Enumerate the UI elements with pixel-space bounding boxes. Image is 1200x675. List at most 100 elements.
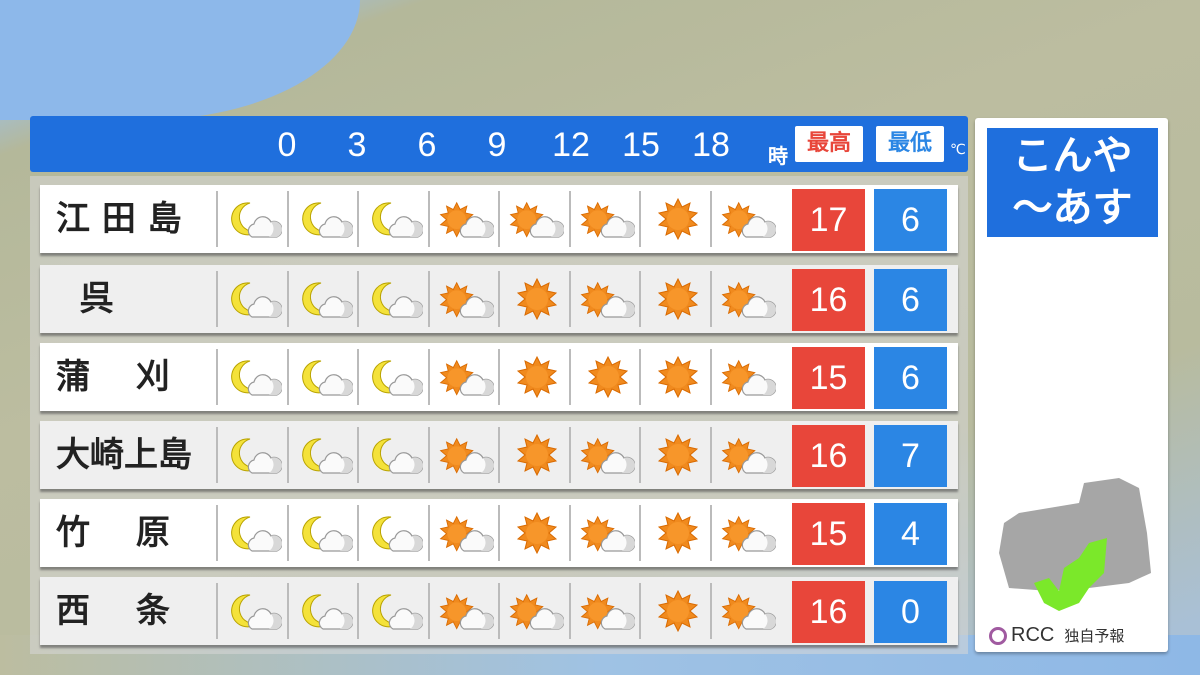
forecast-row: 呉 16 6: [40, 265, 958, 333]
forecast-cell: [216, 505, 286, 561]
forecast-cell: [498, 349, 568, 405]
sun-cloud-icon: [439, 594, 494, 630]
forecast-cell: [568, 427, 639, 483]
forecast-cell: [286, 191, 357, 247]
forecast-cell: [357, 349, 427, 405]
forecast-cell: [709, 191, 780, 247]
forecast-row: 竹 原 15 4: [40, 499, 958, 567]
forecast-cell: [498, 583, 568, 639]
sun-cloud-icon: [721, 202, 776, 238]
forecast-cell: [709, 505, 780, 561]
forecast-cell: [216, 191, 286, 247]
forecast-cell: [357, 427, 427, 483]
forecast-cell: [498, 191, 568, 247]
hour-label: 0: [277, 126, 297, 164]
hour-label: 15: [622, 126, 660, 164]
moon-cloud-icon: [301, 594, 353, 630]
low-temp: 0: [874, 581, 947, 643]
hour-unit: 時: [768, 144, 788, 168]
forecast-cell: [709, 427, 780, 483]
sun-icon: [658, 434, 698, 476]
forecast-cell: [357, 505, 427, 561]
moon-cloud-icon: [231, 438, 282, 474]
rcc-logo-text: RCC: [1011, 624, 1055, 646]
low-temp: 6: [874, 269, 947, 331]
forecast-cell: [286, 583, 357, 639]
sun-cloud-icon: [721, 438, 776, 474]
high-temp: 15: [792, 503, 865, 565]
forecast-cell: [498, 427, 568, 483]
forecast-cell: [639, 583, 709, 639]
moon-cloud-icon: [301, 516, 353, 552]
hour-label: 3: [347, 126, 367, 164]
forecast-cell: [568, 583, 639, 639]
forecast-cell: [357, 271, 427, 327]
sun-cloud-icon: [439, 202, 494, 238]
forecast-cell: [427, 349, 498, 405]
forecast-cell: [639, 191, 709, 247]
moon-cloud-icon: [372, 360, 423, 396]
sun-cloud-icon: [580, 202, 635, 238]
high-temp: 16: [792, 269, 865, 331]
forecast-cell: [427, 191, 498, 247]
high-temp: 17: [792, 189, 865, 251]
sun-cloud-icon: [439, 438, 494, 474]
hour-label: 9: [487, 126, 507, 164]
low-temp: 4: [874, 503, 947, 565]
low-label: 最低: [876, 126, 944, 162]
forecast-row: 蒲 刈 15 6: [40, 343, 958, 411]
side-panel: こんや ～あす RCC 独自予報: [975, 118, 1168, 652]
forecast-cell: [427, 583, 498, 639]
sun-cloud-icon: [580, 594, 635, 630]
forecast-cell: [427, 271, 498, 327]
hour-label: 18: [692, 126, 730, 164]
temp-unit: ℃: [950, 142, 966, 158]
location-name: 江 田 島: [56, 199, 182, 239]
moon-cloud-icon: [372, 438, 423, 474]
sun-icon: [517, 278, 557, 320]
forecast-row: 西 条 16 0: [40, 577, 958, 645]
high-temp: 16: [792, 581, 865, 643]
period-title: こんや ～あす: [987, 128, 1158, 237]
high-temp: 15: [792, 347, 865, 409]
sun-icon: [517, 434, 557, 476]
moon-cloud-icon: [231, 202, 282, 238]
forecast-cell: [286, 505, 357, 561]
low-temp: 7: [874, 425, 947, 487]
moon-cloud-icon: [231, 516, 282, 552]
forecast-cell: [568, 349, 639, 405]
map-sea: [0, 0, 360, 120]
hiroshima-region-map: [999, 478, 1151, 611]
moon-cloud-icon: [301, 202, 353, 238]
forecast-cell: [498, 505, 568, 561]
sun-cloud-icon: [439, 360, 494, 396]
forecast-cell: [286, 271, 357, 327]
sun-icon: [658, 590, 698, 632]
moon-cloud-icon: [231, 594, 282, 630]
sun-cloud-icon: [439, 282, 494, 318]
forecast-cell: [216, 427, 286, 483]
forecast-cell: [639, 427, 709, 483]
location-name: 竹 原: [56, 513, 170, 553]
sun-cloud-icon: [510, 594, 564, 630]
forecast-cell: [498, 271, 568, 327]
forecast-cell: [357, 583, 427, 639]
sun-cloud-icon: [721, 360, 776, 396]
hour-label: 6: [417, 126, 437, 164]
forecast-cell: [709, 583, 780, 639]
forecast-cell: [427, 505, 498, 561]
moon-cloud-icon: [231, 282, 282, 318]
forecast-cell: [709, 271, 780, 327]
sun-cloud-icon: [721, 282, 776, 318]
sun-cloud-icon: [580, 516, 635, 552]
time-header: 0 3 6 9 12 15 18 時 最高 最低 ℃: [30, 116, 968, 172]
moon-cloud-icon: [301, 360, 353, 396]
sun-cloud-icon: [721, 516, 776, 552]
rcc-logo: RCC 独自予報: [989, 624, 1124, 647]
period-title-line1: こんや: [1012, 133, 1133, 179]
rcc-ring-icon: [989, 626, 1007, 645]
forecast-cell: [639, 271, 709, 327]
forecast-cell: [216, 349, 286, 405]
forecast-cell: [568, 191, 639, 247]
moon-cloud-icon: [301, 282, 353, 318]
